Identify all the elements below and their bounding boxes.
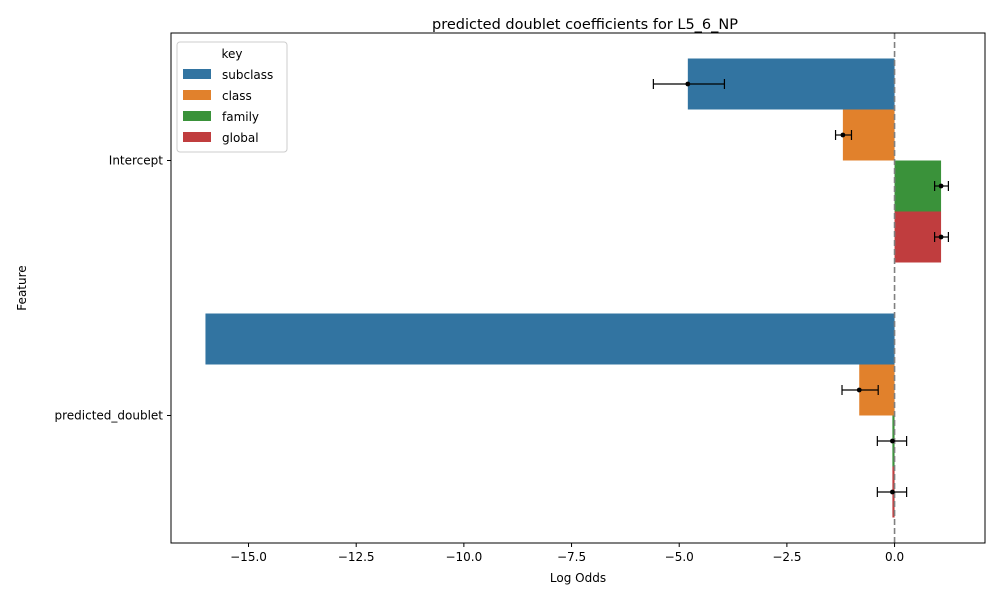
y-axis: Intercept predicted_doublet xyxy=(54,154,171,423)
legend-label-family: family xyxy=(222,110,259,124)
x-tick-label: −5.0 xyxy=(665,550,694,564)
x-tick-label: −10.0 xyxy=(445,550,482,564)
error-bar-family-intercept xyxy=(934,181,949,191)
error-bar-global-predicted-doublet xyxy=(876,487,908,497)
chart-title: predicted doublet coefficients for L5_6_… xyxy=(432,17,738,33)
legend-label-subclass: subclass xyxy=(222,68,273,82)
legend: key subclass class family global xyxy=(176,41,288,153)
error-bar-family-predicted-doublet xyxy=(876,436,908,446)
legend-swatch-family xyxy=(183,111,211,121)
x-tick-label: 0.0 xyxy=(885,550,904,564)
x-tick-label: −15.0 xyxy=(230,550,267,564)
x-axis: −15.0 −12.5 −10.0 −7.5 −5.0 −2.5 0.0 xyxy=(230,543,904,564)
legend-title: key xyxy=(221,47,242,61)
legend-label-class: class xyxy=(222,89,252,103)
error-bar-global-intercept xyxy=(934,232,949,242)
error-bars xyxy=(652,79,949,497)
x-axis-label: Log Odds xyxy=(550,571,606,585)
error-bar-subclass-intercept xyxy=(652,79,726,89)
bar-family-intercept xyxy=(894,160,942,212)
y-axis-label: Feature xyxy=(15,265,29,310)
legend-swatch-global xyxy=(183,132,211,142)
y-tick-label: predicted_doublet xyxy=(54,409,163,423)
x-tick-label: −2.5 xyxy=(772,550,801,564)
bar-global-intercept xyxy=(894,211,942,263)
bars xyxy=(205,58,942,518)
x-tick-label: −7.5 xyxy=(557,550,586,564)
x-tick-label: −12.5 xyxy=(338,550,375,564)
legend-label-global: global xyxy=(222,131,259,145)
error-bar-class-intercept xyxy=(834,130,853,140)
plot-frame xyxy=(170,32,986,544)
legend-swatch-class xyxy=(183,90,211,100)
y-tick-label: Intercept xyxy=(109,154,164,168)
error-bar-class-predicted-doublet xyxy=(841,385,879,395)
bar-subclass-predicted-doublet xyxy=(205,313,895,365)
legend-swatch-subclass xyxy=(183,69,211,79)
